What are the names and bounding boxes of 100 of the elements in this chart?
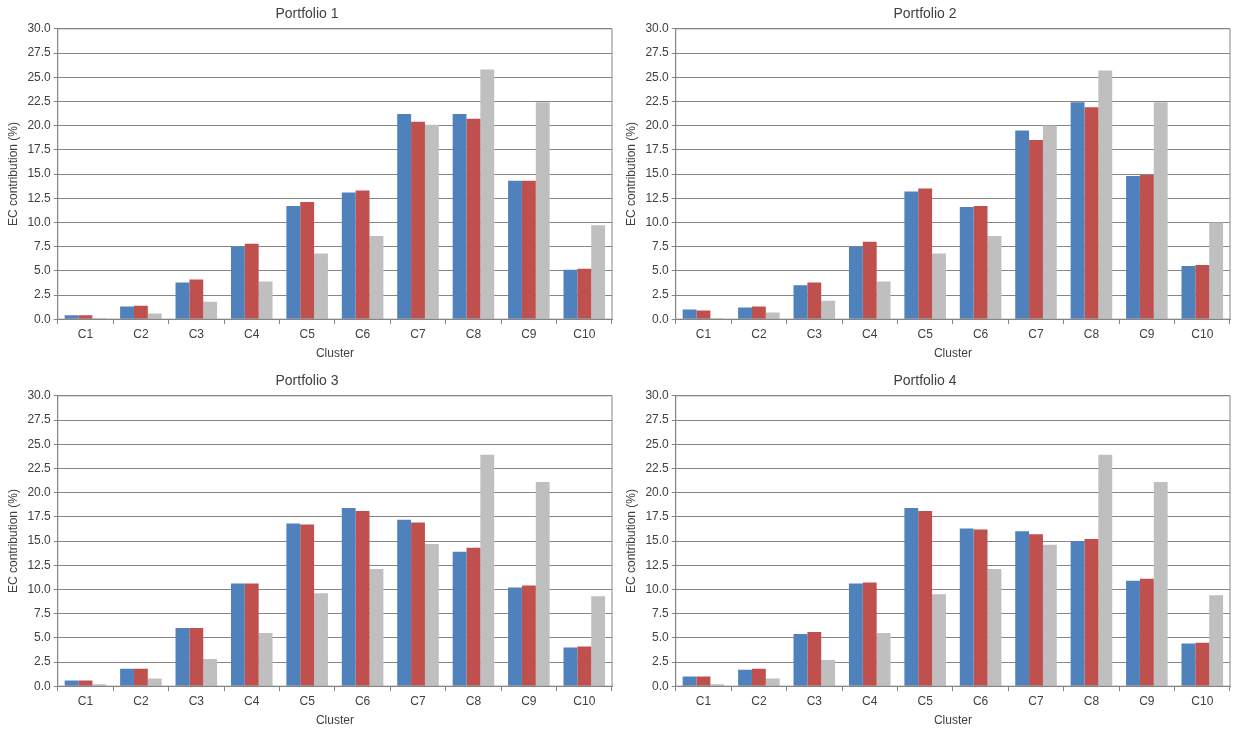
x-tick-label: C10 <box>1191 326 1214 341</box>
bar <box>1084 539 1099 686</box>
bar <box>203 301 218 319</box>
bar <box>535 102 550 319</box>
y-tick-label: 20.0 <box>27 117 52 132</box>
x-tick-label: C5 <box>917 326 934 341</box>
x-tick-label: C6 <box>972 326 989 341</box>
y-tick-label: 15.0 <box>645 166 670 181</box>
bar <box>314 253 328 319</box>
x-tick-label: C7 <box>410 326 427 341</box>
bar <box>147 678 162 686</box>
x-tick-label: C9 <box>521 693 537 708</box>
bar <box>424 543 439 686</box>
bar <box>189 628 204 686</box>
x-tick-label: C2 <box>133 326 149 341</box>
bar <box>765 678 780 686</box>
x-tick-label: C2 <box>751 326 767 341</box>
bar <box>286 205 301 319</box>
y-axis-title: EC contribution (%) <box>623 488 638 594</box>
y-tick-label: 22.5 <box>27 93 52 108</box>
x-tick-label: C9 <box>521 326 537 341</box>
bar <box>1126 175 1140 319</box>
x-tick-label: C7 <box>410 693 427 708</box>
bar <box>411 121 425 319</box>
bar <box>480 454 495 686</box>
bar <box>175 628 190 686</box>
bar <box>411 522 425 686</box>
y-tick-label: 2.5 <box>34 287 52 302</box>
y-tick-label: 30.0 <box>645 21 670 36</box>
bar <box>535 481 550 686</box>
bar <box>1181 643 1196 686</box>
bar <box>521 585 536 686</box>
y-tick-label: 25.0 <box>645 436 670 451</box>
y-tick-label: 25.0 <box>645 69 670 84</box>
bar <box>147 313 162 319</box>
bar <box>78 680 93 686</box>
bar <box>973 205 988 319</box>
bar <box>738 669 752 686</box>
bar <box>848 246 863 319</box>
y-tick-label: 20.0 <box>645 117 670 132</box>
chart-title: Portfolio 4 <box>893 372 957 389</box>
y-tick-label: 12.5 <box>27 557 52 572</box>
y-tick-label: 7.5 <box>652 238 670 253</box>
y-axis-title: EC contribution (%) <box>5 488 20 594</box>
x-tick-label: C1 <box>77 326 94 341</box>
bar <box>64 680 79 686</box>
bar <box>821 300 836 319</box>
x-tick-label: C2 <box>133 693 149 708</box>
bar <box>189 279 204 319</box>
bar <box>904 508 919 686</box>
y-tick-label: 25.0 <box>27 69 52 84</box>
bar <box>1042 125 1057 319</box>
bar <box>1015 130 1030 319</box>
y-tick-label: 10.0 <box>27 581 52 596</box>
x-tick-label: C4 <box>862 693 878 708</box>
bar <box>751 668 766 686</box>
chart-title: Portfolio 1 <box>275 5 339 22</box>
y-tick-label: 5.0 <box>652 263 670 278</box>
bar <box>466 118 481 319</box>
bar <box>1126 580 1140 686</box>
bar <box>1015 531 1030 686</box>
bar <box>563 269 578 319</box>
y-tick-label: 27.5 <box>645 45 670 60</box>
x-tick-label: C6 <box>354 326 371 341</box>
y-tick-label: 17.5 <box>645 142 670 157</box>
bar <box>793 285 808 319</box>
x-tick-label: C1 <box>695 693 712 708</box>
y-tick-label: 27.5 <box>27 412 52 427</box>
bar <box>862 241 877 319</box>
bar <box>258 281 273 319</box>
bar <box>1084 107 1099 319</box>
bar <box>508 180 522 319</box>
bar <box>1070 102 1085 319</box>
bar <box>397 113 412 319</box>
bar <box>1153 102 1168 319</box>
y-tick-label: 2.5 <box>652 287 670 302</box>
x-tick-label: C3 <box>806 693 823 708</box>
bar <box>1098 454 1113 686</box>
bar <box>918 510 933 686</box>
y-tick-label: 15.0 <box>645 533 670 548</box>
bar <box>466 547 481 686</box>
x-tick-label: C1 <box>77 693 94 708</box>
bar <box>807 282 822 319</box>
bar <box>987 569 1002 686</box>
bar <box>682 676 697 686</box>
bar <box>341 508 356 686</box>
x-tick-label: C8 <box>465 693 482 708</box>
x-tick-label: C5 <box>917 693 934 708</box>
y-tick-label: 12.5 <box>645 190 670 205</box>
x-tick-label: C3 <box>806 326 823 341</box>
bar <box>424 124 439 319</box>
bar <box>696 310 711 319</box>
bar <box>591 225 606 319</box>
bar <box>64 315 79 319</box>
bar <box>258 632 273 686</box>
y-tick-label: 22.5 <box>645 460 670 475</box>
bar <box>1195 642 1210 686</box>
x-tick-label: C7 <box>1028 326 1045 341</box>
bar <box>1029 140 1043 319</box>
bar <box>1209 595 1224 686</box>
